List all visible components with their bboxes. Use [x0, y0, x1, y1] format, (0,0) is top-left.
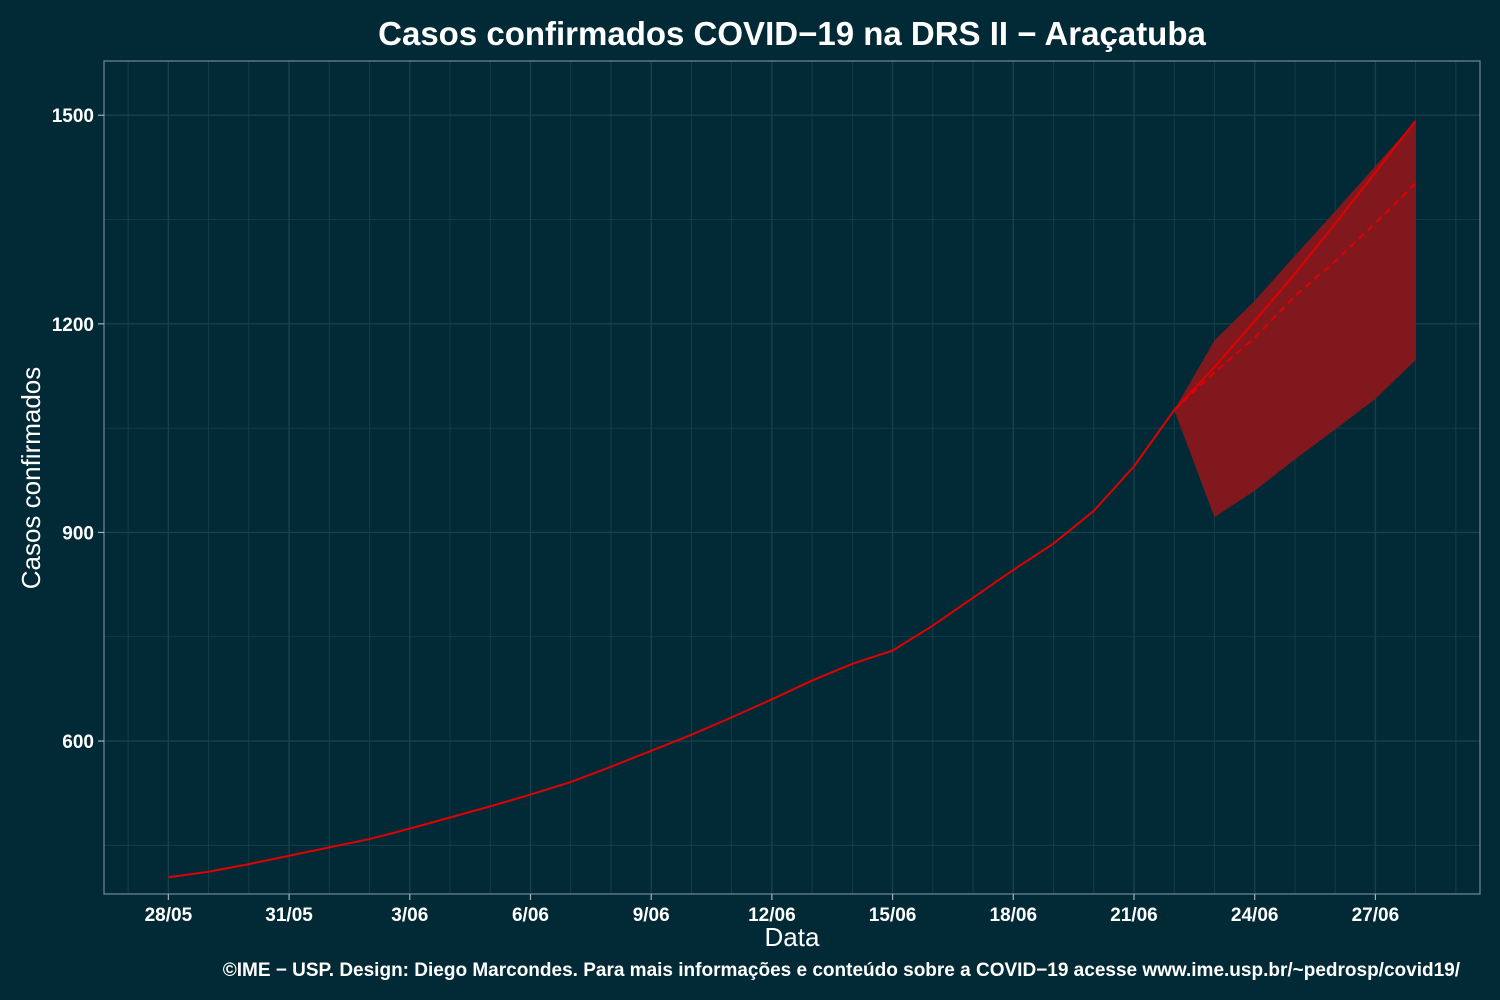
x-tick-label: 31/05 [265, 905, 313, 926]
x-tick-label: 18/06 [990, 905, 1038, 926]
x-axis-title: Data [765, 922, 820, 952]
x-tick-label: 12/06 [748, 905, 796, 926]
x-tick-label: 6/06 [512, 905, 549, 926]
x-tick-label: 28/05 [145, 905, 193, 926]
x-tick-label: 21/06 [1110, 905, 1158, 926]
y-tick-label: 1500 [52, 106, 94, 127]
x-tick-label: 9/06 [633, 905, 670, 926]
y-axis-title: Casos confirmados [16, 367, 46, 590]
confidence-band [1174, 120, 1416, 518]
x-tick-label: 15/06 [869, 905, 917, 926]
x-tick-label: 3/06 [391, 905, 428, 926]
x-tick-label: 27/06 [1352, 905, 1400, 926]
prediction-interval-area [1174, 120, 1416, 518]
x-tick-label: 24/06 [1231, 905, 1279, 926]
y-axis: 600 900 1200 1500 [52, 106, 104, 753]
confirmed-cases-line [168, 120, 1417, 879]
plot-panel-border [103, 60, 1481, 895]
y-tick-label: 1200 [52, 315, 94, 336]
x-axis: 28/05 31/05 3/06 6/06 9/06 12/06 15/06 18/06 21/… [145, 894, 1400, 926]
series-lines [168, 120, 1417, 879]
y-tick-label: 900 [62, 523, 94, 544]
footer-caption: ©IME − USP. Design: Diego Marcondes. Par… [223, 960, 1461, 981]
y-tick-label: 600 [62, 732, 94, 753]
chart-title: Casos confirmados COVID−19 na DRS II − A… [378, 15, 1206, 52]
